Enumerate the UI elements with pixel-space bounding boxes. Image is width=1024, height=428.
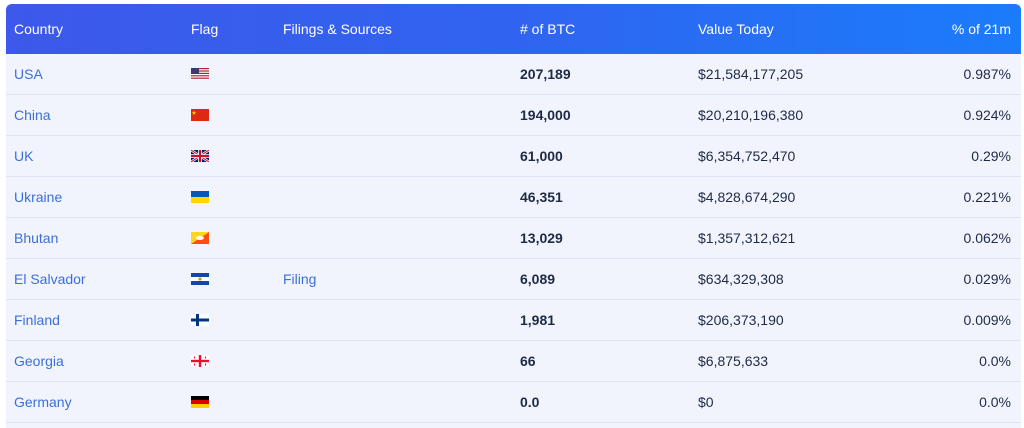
value-today: $21,584,177,205 (698, 66, 804, 82)
percent-of-21m: 0.29% (971, 148, 1011, 164)
btc-amount: 46,351 (520, 189, 563, 205)
flag-cell (191, 232, 209, 244)
value-today: $20,210,196,380 (698, 107, 804, 123)
filing-link[interactable]: Filing (283, 271, 317, 287)
flag-cell (191, 68, 209, 80)
flag-cell (191, 396, 209, 408)
flag-cell (191, 191, 209, 203)
percent-of-21m: 0.987% (963, 66, 1011, 82)
table-header: Country Flag Filings & Sources # of BTC … (6, 4, 1021, 54)
percent-of-21m: 0.221% (963, 189, 1011, 205)
header-value-today[interactable]: Value Today (698, 21, 774, 37)
country-link[interactable]: Germany (14, 394, 72, 410)
btc-amount: 1,981 (520, 312, 556, 328)
germany-flag-icon (191, 396, 209, 408)
table-row: USA 207,189 $21,584,177,205 0.987% (6, 54, 1021, 95)
value-today: $1,357,312,621 (698, 230, 796, 246)
percent-of-21m: 0.924% (963, 107, 1011, 123)
flag-cell (191, 150, 209, 162)
table-row: Bhutan 13,029 $1,357,312,621 0.062% (6, 218, 1021, 259)
country-link[interactable]: UK (14, 148, 34, 164)
table-row: Ukraine 46,351 $4,828,674,290 0.221% (6, 177, 1021, 218)
value-today: $6,354,752,470 (698, 148, 796, 164)
btc-amount: 194,000 (520, 107, 571, 123)
table-row: Georgia 66 $6,875,633 0.0% (6, 341, 1021, 382)
value-today: $6,875,633 (698, 353, 769, 369)
flag-cell (191, 273, 209, 285)
btc-amount: 61,000 (520, 148, 563, 164)
usa-flag-icon (191, 68, 209, 80)
btc-amount: 6,089 (520, 271, 556, 287)
flag-cell (191, 355, 209, 367)
country-link[interactable]: Georgia (14, 353, 64, 369)
country-link[interactable]: China (14, 107, 51, 123)
value-today: $634,329,308 (698, 271, 784, 287)
el-salvador-flag-icon (191, 273, 209, 285)
value-today: $4,828,674,290 (698, 189, 796, 205)
country-link[interactable]: El Salvador (14, 271, 86, 287)
value-today: $0 (698, 394, 714, 410)
percent-of-21m: 0.029% (963, 271, 1011, 287)
btc-holdings-table: Country Flag Filings & Sources # of BTC … (6, 4, 1021, 428)
table-row: Finland 1,981 $206,373,190 0.009% (6, 300, 1021, 341)
country-link[interactable]: USA (14, 66, 43, 82)
header-flag[interactable]: Flag (191, 21, 219, 37)
bhutan-flag-icon (191, 232, 209, 244)
country-link[interactable]: Ukraine (14, 189, 63, 205)
percent-of-21m: 0.062% (963, 230, 1011, 246)
btc-amount: 13,029 (520, 230, 563, 246)
table-row: El Salvador Filing 6,089 $634,329,308 0.… (6, 259, 1021, 300)
uk-flag-icon (191, 150, 209, 162)
table-row: China 194,000 $20,210,196,380 0.924% (6, 95, 1021, 136)
country-link[interactable]: Bhutan (14, 230, 59, 246)
china-flag-icon (191, 109, 209, 121)
percent-of-21m: 0.0% (979, 353, 1011, 369)
percent-of-21m: 0.0% (979, 394, 1011, 410)
percent-of-21m: 0.009% (963, 312, 1011, 328)
country-link[interactable]: Finland (14, 312, 60, 328)
header-filings-sources[interactable]: Filings & Sources (283, 21, 392, 37)
flag-cell (191, 109, 209, 121)
georgia-flag-icon (191, 355, 209, 367)
btc-amount: 207,189 (520, 66, 571, 82)
btc-amount: 0.0 (520, 394, 540, 410)
header-btc-count[interactable]: # of BTC (520, 21, 576, 37)
table-row: Germany 0.0 $0 0.0% (6, 382, 1021, 423)
header-percent-of-21m[interactable]: % of 21m (951, 21, 1011, 37)
ukraine-flag-icon (191, 191, 209, 203)
header-country[interactable]: Country (14, 21, 64, 37)
finland-flag-icon (191, 314, 209, 326)
btc-amount: 66 (520, 353, 536, 369)
value-today: $206,373,190 (698, 312, 784, 328)
flag-cell (191, 314, 209, 326)
table-row: UK 61,000 $6,354,752,470 0.29% (6, 136, 1021, 177)
